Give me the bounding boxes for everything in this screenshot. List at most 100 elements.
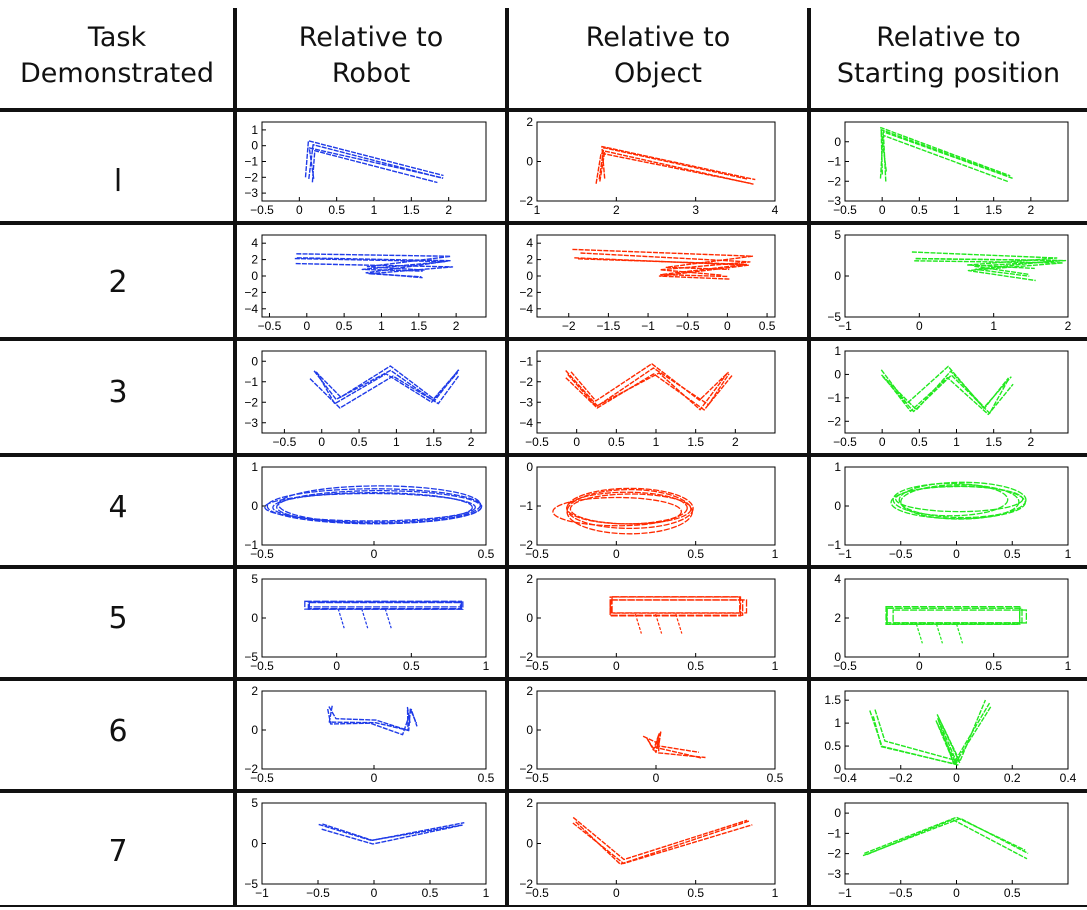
- y-tick-label: −2: [827, 414, 841, 428]
- y-tick-label: −3: [827, 867, 841, 881]
- plot-frame: [536, 234, 776, 318]
- trajectory-path: [575, 820, 750, 865]
- trajectory-loop: [264, 492, 476, 522]
- x-tick-label: −0.5: [525, 547, 549, 561]
- y-tick-label: 2: [526, 796, 533, 810]
- x-tick-label: 2: [445, 203, 452, 217]
- x-tick-label: 0.2: [1004, 771, 1021, 785]
- y-tick-label: −2: [827, 174, 841, 188]
- y-tick-label: 0: [251, 723, 258, 737]
- y-tick-label: 2: [251, 253, 258, 267]
- trajectory-path: [321, 824, 463, 845]
- trajectory-path: [316, 371, 459, 405]
- x-tick-label: 0: [916, 319, 923, 333]
- y-tick-label: −5: [244, 877, 258, 891]
- plot-frame: [844, 802, 1069, 885]
- trajectory-loop: [272, 492, 473, 523]
- x-tick-label: 2: [1027, 435, 1034, 449]
- x-tick-label: 0: [613, 659, 620, 673]
- y-tick-label: 0: [834, 269, 841, 283]
- x-tick-label: 1.5: [687, 435, 704, 449]
- trajectory-loop: [566, 488, 693, 535]
- panel-3-object: −0.5 0 0.5 1 1.5 2 −1 −2 −3 −4: [519, 350, 776, 449]
- panel-2-object: −2 −1.5 −1 −0.5 0 0.5 4 2 0 −2 −4: [519, 234, 776, 333]
- trajectory-path: [296, 257, 451, 279]
- plot-frame: [536, 578, 776, 658]
- x-tick-label: 1: [653, 435, 660, 449]
- plot-frame: [536, 802, 776, 885]
- y-tick-label: −2: [827, 847, 841, 861]
- x-tick-label: −0.5: [258, 319, 282, 333]
- x-tick-label: 1: [371, 203, 378, 217]
- x-tick-label: −0.5: [273, 435, 297, 449]
- x-tick-label: 2: [1027, 203, 1034, 217]
- y-tick-label: −2: [519, 375, 533, 389]
- x-tick-label: 0.5: [336, 319, 353, 333]
- y-tick-label: 0: [251, 139, 258, 153]
- header-task: Task Demonstrated: [0, 20, 234, 100]
- x-tick-label: 0: [953, 547, 960, 561]
- x-tick-label: 1.5: [425, 435, 442, 449]
- trajectory-path: [647, 737, 706, 759]
- x-tick-label: 4: [772, 203, 779, 217]
- x-tick-label: 0: [653, 771, 660, 785]
- trajectory-path: [881, 370, 1010, 411]
- x-tick-label: 0.5: [985, 659, 1002, 673]
- x-tick-label: 0.5: [1004, 886, 1021, 900]
- trajectory-loop: [552, 496, 683, 527]
- header-start-line1: Relative to: [876, 22, 1021, 53]
- y-tick-label: −1: [244, 375, 258, 389]
- plot-frame: [261, 234, 487, 318]
- x-tick-label: 0.5: [911, 203, 928, 217]
- y-tick-label: −2: [244, 762, 258, 776]
- y-tick-label: 0: [526, 269, 533, 283]
- plot-frame: [536, 350, 776, 434]
- trajectory-tail: [915, 623, 923, 644]
- trajectory-path: [311, 150, 438, 184]
- plot-frame: [261, 578, 487, 658]
- panel-2-robot: −0.5 0 0.5 1 1.5 2 4 2 0 −2 −4: [244, 234, 487, 333]
- plot-frame: [536, 466, 776, 546]
- trajectory-path: [308, 144, 444, 179]
- x-tick-label: 2: [613, 203, 620, 217]
- trajectory-path: [294, 257, 446, 272]
- panel-3-start: −0.5 0 0.5 1 1.5 2 1 0 −1 −2: [827, 344, 1069, 449]
- trajectory-loop: [611, 596, 741, 614]
- trajectory-path: [599, 150, 754, 185]
- trajectory-path: [880, 365, 1012, 409]
- header-object-line2: Object: [614, 58, 702, 89]
- row-label-5: 5: [108, 601, 128, 636]
- y-tick-label: −2: [519, 538, 533, 552]
- y-tick-label: 1: [251, 123, 258, 137]
- y-tick-label: 0: [251, 837, 258, 851]
- row-label-1: l: [113, 164, 123, 199]
- y-tick-label: 1.5: [824, 693, 841, 707]
- y-tick-label: 5: [251, 572, 258, 586]
- y-tick-label: −2: [244, 170, 258, 184]
- trajectory-path: [880, 126, 1011, 177]
- trajectory-path: [886, 377, 1014, 416]
- x-tick-label: −0.5: [250, 659, 274, 673]
- panel-5-robot: −0.5 0 0.5 1 5 0 −5: [244, 572, 489, 673]
- plot-frame: [536, 690, 776, 770]
- x-tick-label: −0.5: [525, 435, 549, 449]
- panel-7-start: −1 −0.5 0 0.5 0 −1 −2 −3: [827, 802, 1069, 900]
- y-tick-label: 0: [834, 367, 841, 381]
- trajectory-loop: [886, 607, 1023, 624]
- plot-frame: [844, 234, 1069, 318]
- y-tick-label: 5: [251, 796, 258, 810]
- x-tick-label: 0.5: [351, 435, 368, 449]
- trajectory-path: [572, 248, 754, 271]
- trajectory-path: [327, 708, 418, 736]
- panel-6-robot: −0.5 0 0.5 2 0 −2: [244, 684, 494, 785]
- y-tick-label: −4: [519, 416, 533, 430]
- x-tick-label: 0: [953, 771, 960, 785]
- header-task-line2: Demonstrated: [20, 58, 214, 89]
- row-label-2: 2: [108, 265, 128, 300]
- y-tick-label: −4: [519, 302, 533, 316]
- x-tick-label: −0.5: [833, 659, 857, 673]
- y-tick-label: 0: [834, 135, 841, 149]
- x-tick-label: 0.5: [422, 886, 439, 900]
